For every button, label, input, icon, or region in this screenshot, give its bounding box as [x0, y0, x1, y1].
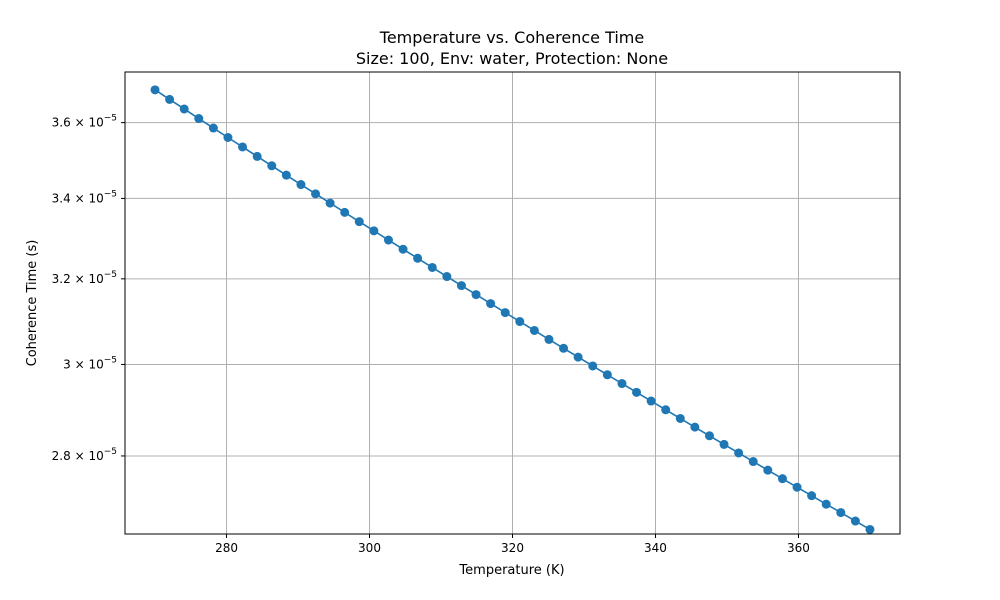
- data-point: [574, 353, 583, 362]
- data-point: [457, 281, 466, 290]
- data-point: [690, 423, 699, 432]
- data-point: [661, 405, 670, 414]
- data-point: [632, 388, 641, 397]
- data-point: [778, 474, 787, 483]
- data-point: [763, 466, 772, 475]
- data-point: [603, 370, 612, 379]
- data-point: [530, 326, 539, 335]
- x-axis-label: Temperature (K): [458, 563, 564, 578]
- data-point: [793, 483, 802, 492]
- data-point: [267, 161, 276, 170]
- data-point: [311, 189, 320, 198]
- data-point: [865, 525, 874, 534]
- data-point: [442, 272, 451, 281]
- data-point: [369, 226, 378, 235]
- data-point: [238, 142, 247, 151]
- data-point: [544, 335, 553, 344]
- x-tick-label: 340: [644, 541, 667, 555]
- chart-subtitle: Size: 100, Env: water, Protection: None: [356, 49, 668, 68]
- data-point: [355, 217, 364, 226]
- data-point: [588, 361, 597, 370]
- data-point: [399, 245, 408, 254]
- data-point: [705, 431, 714, 440]
- data-point: [472, 290, 481, 299]
- y-axis-label: Coherence Time (s): [25, 240, 40, 367]
- data-point: [384, 236, 393, 245]
- data-point: [223, 133, 232, 142]
- data-point: [340, 208, 349, 217]
- data-point: [209, 124, 218, 133]
- data-point: [326, 199, 335, 208]
- data-point: [165, 95, 174, 104]
- data-point: [194, 114, 203, 123]
- data-point: [428, 263, 437, 272]
- data-point: [749, 457, 758, 466]
- data-point: [807, 491, 816, 500]
- data-point: [734, 448, 743, 457]
- x-tick-label: 320: [501, 541, 524, 555]
- data-point: [515, 317, 524, 326]
- data-point: [851, 517, 860, 526]
- x-tick-label: 280: [215, 541, 238, 555]
- x-tick-label: 360: [787, 541, 810, 555]
- data-point: [413, 254, 422, 263]
- data-point: [617, 379, 626, 388]
- data-point: [836, 508, 845, 517]
- data-point: [253, 152, 262, 161]
- data-point: [720, 440, 729, 449]
- data-point: [486, 299, 495, 308]
- data-point: [501, 308, 510, 317]
- data-point: [559, 344, 568, 353]
- x-tick-label: 300: [358, 541, 381, 555]
- data-point: [282, 171, 291, 180]
- chart-title: Temperature vs. Coherence Time: [379, 28, 644, 47]
- data-point: [647, 397, 656, 406]
- data-point: [676, 414, 685, 423]
- data-point: [151, 85, 160, 94]
- data-point: [822, 500, 831, 509]
- data-point: [296, 180, 305, 189]
- data-point: [180, 104, 189, 113]
